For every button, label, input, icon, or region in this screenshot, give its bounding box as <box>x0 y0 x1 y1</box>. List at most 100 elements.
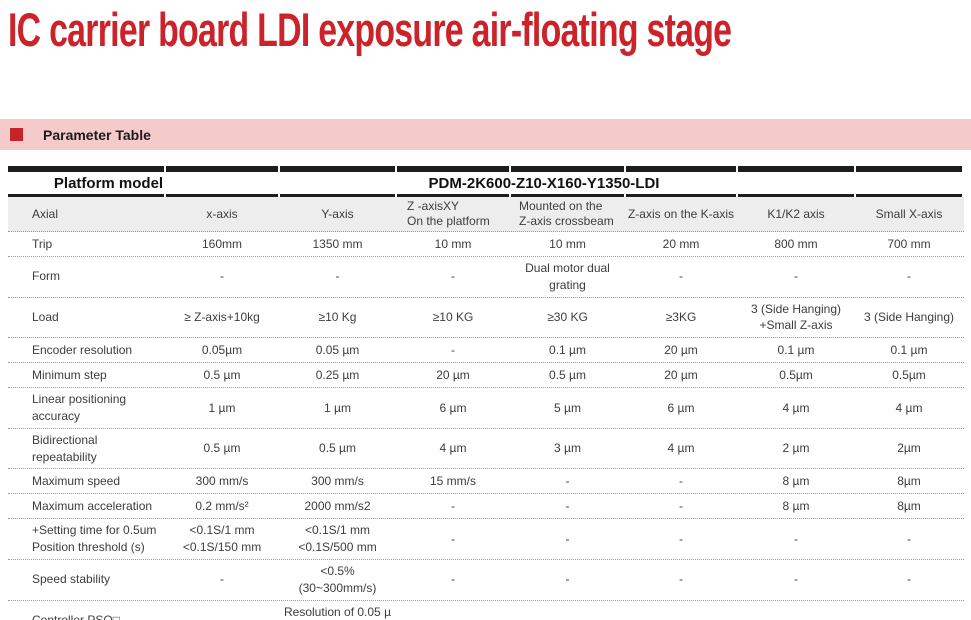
cell-value: 1350 mm <box>312 236 363 251</box>
cell-value: - <box>220 572 224 587</box>
cell-value: 3 µm <box>554 441 581 456</box>
cell-value: 2000 mm/s2 <box>304 498 371 513</box>
table-row: Encoder resolution 0.05µm 0.05 µm - 0.1 µm 20… <box>8 338 964 364</box>
cell-value: - <box>679 473 683 488</box>
cell-value: 0.1 µm <box>777 342 815 357</box>
cell-value: 15 mm/s <box>429 473 476 488</box>
cell-value: 20 µm <box>664 367 698 382</box>
column-header: Y-axis <box>321 206 354 221</box>
cell-value: - <box>451 612 455 620</box>
cell-value: - <box>565 473 570 488</box>
cell-value: ≥3KG <box>665 309 697 324</box>
column-header: x-axis <box>206 206 238 221</box>
cell-value: 20 µm <box>664 342 698 357</box>
cell-value: 0.5 µm <box>203 441 241 456</box>
table-bar-segment <box>511 194 624 197</box>
table-row: Linear positioning accuracy 1 µm 1 µm 6 µm 5… <box>8 388 964 429</box>
column-header: Mounted on the Z-axis crossbeam <box>519 199 614 228</box>
row-label: Load <box>32 309 59 324</box>
cell-value: Dual motor dual grating <box>525 261 610 292</box>
cell-value: - <box>794 572 798 587</box>
cell-value: - <box>679 269 683 284</box>
table-bar-segment <box>166 194 278 197</box>
table-row: Maximum acceleration 0.2 mm/s² 2000 mm/s2 -… <box>8 494 964 520</box>
cell-value: - <box>565 531 570 546</box>
cell-value: <0.1S/1 mm <0.1S/150 mm <box>182 523 262 555</box>
cell-value: 0.2 mm/s² <box>195 498 249 513</box>
section-header-label: Parameter Table <box>43 126 151 143</box>
cell-value: - <box>907 572 911 587</box>
cell-value: 4 µm <box>782 400 810 415</box>
cell-value: 4 µm <box>895 400 923 415</box>
cell-value: 700 mm <box>887 236 931 251</box>
cell-value: 0.5µm <box>892 367 926 382</box>
cell-value: - <box>565 612 570 620</box>
cell-value: 10 mm <box>434 236 472 251</box>
cell-value: - <box>679 498 683 513</box>
cell-value: Resolution of 0.05 µ m <box>284 604 391 619</box>
cell-value: - <box>565 572 570 587</box>
cell-value: 3 (Side Hanging) <box>863 309 955 324</box>
cell-value: 6 µm <box>439 400 467 415</box>
table-row: Bidirectional repeatability 0.5 µm 0.5 µm 4… <box>8 429 964 470</box>
table-bar-segment <box>511 166 624 172</box>
table-bar-segment <box>280 166 395 172</box>
row-label: +Setting time for 0.5um Position thresho… <box>32 523 157 555</box>
page-title: IC carrier board LDI exposure air-floati… <box>8 3 732 56</box>
platform-model-label: Platform model <box>53 174 164 192</box>
cell-value: - <box>907 531 911 546</box>
cell-value: 1 µm <box>208 400 236 415</box>
cell-value: 800 mm <box>774 236 818 251</box>
cell-value: 8 µm <box>782 498 810 513</box>
cell-value: 2µm <box>897 441 921 456</box>
cell-value: - <box>679 612 683 620</box>
cell-value: - <box>907 269 911 284</box>
cell-value: - <box>220 269 224 284</box>
cell-value: <0.5% (30~300mm/s) <box>298 563 377 595</box>
cell-value: - <box>794 612 798 620</box>
cell-value: 0.05 µm <box>315 342 360 357</box>
table-row: Minimum step 0.5 µm 0.25 µm 20 µm 0.5 µm 20 µ… <box>8 363 964 389</box>
row-label: Trip <box>32 236 53 251</box>
table-row: Speed stability - <0.5% (30~300mm/s) - - - - - <box>8 560 964 601</box>
cell-value: 8µm <box>897 473 921 488</box>
table-row: Form - - - Dual motor dual grating - - - <box>8 257 964 298</box>
cell-value: 8µm <box>897 498 921 513</box>
table-bar-segment <box>166 166 278 172</box>
column-header: Z-axis on the K-axis <box>627 206 735 221</box>
cell-value: ≥10 KG <box>432 309 474 324</box>
cell-value: 0.1 µm <box>549 342 586 357</box>
table-row: Load ≥ Z-axis+10kg ≥10 Kg ≥10 KG ≥30 KG ≥3KG 3… <box>8 298 964 339</box>
row-label: Controller PSO□ <box>32 612 120 620</box>
cell-value: - <box>565 498 570 513</box>
cell-value: 20 mm <box>662 236 700 251</box>
cell-value: - <box>679 531 683 546</box>
cell-value: 4 µm <box>439 441 467 456</box>
cell-value: 4 µm <box>667 441 695 456</box>
cell-value: 3 (Side Hanging) +Small Z-axis <box>750 301 842 333</box>
cell-value: <0.1S/1 mm <0.1S/500 mm <box>298 523 377 555</box>
cell-value: 0.5 µm <box>203 367 241 382</box>
row-label: Minimum step <box>32 367 107 382</box>
column-header-axial: Axial <box>32 206 59 221</box>
table-bar-segment <box>856 166 962 172</box>
cell-value: - <box>907 612 911 620</box>
cell-value: - <box>794 531 798 546</box>
platform-model-value: PDM-2K600-Z10-X160-Y1350-LDI <box>428 174 660 192</box>
column-header: Small X-axis <box>875 206 943 221</box>
section-header: Parameter Table <box>0 119 971 150</box>
row-label: Linear positioning accuracy <box>32 392 127 423</box>
cell-value: - <box>794 269 798 284</box>
cell-value: - <box>451 498 455 513</box>
table-bar-segment <box>397 194 509 197</box>
cell-value: - <box>335 269 340 284</box>
cell-value: 0.25 µm <box>315 367 360 382</box>
table-bar-segment <box>626 194 736 197</box>
table-bar-segment <box>397 166 509 172</box>
cell-value: 2 µm <box>782 441 810 456</box>
table-row: Controller PSO□ - Resolution of 0.05 µ m - -… <box>8 601 964 620</box>
row-label: Bidirectional repeatability <box>32 432 98 464</box>
cell-value: 8 µm <box>782 473 810 488</box>
table-row: +Setting time for 0.5um Position thresho… <box>8 519 964 560</box>
row-label: Encoder resolution <box>32 342 133 357</box>
